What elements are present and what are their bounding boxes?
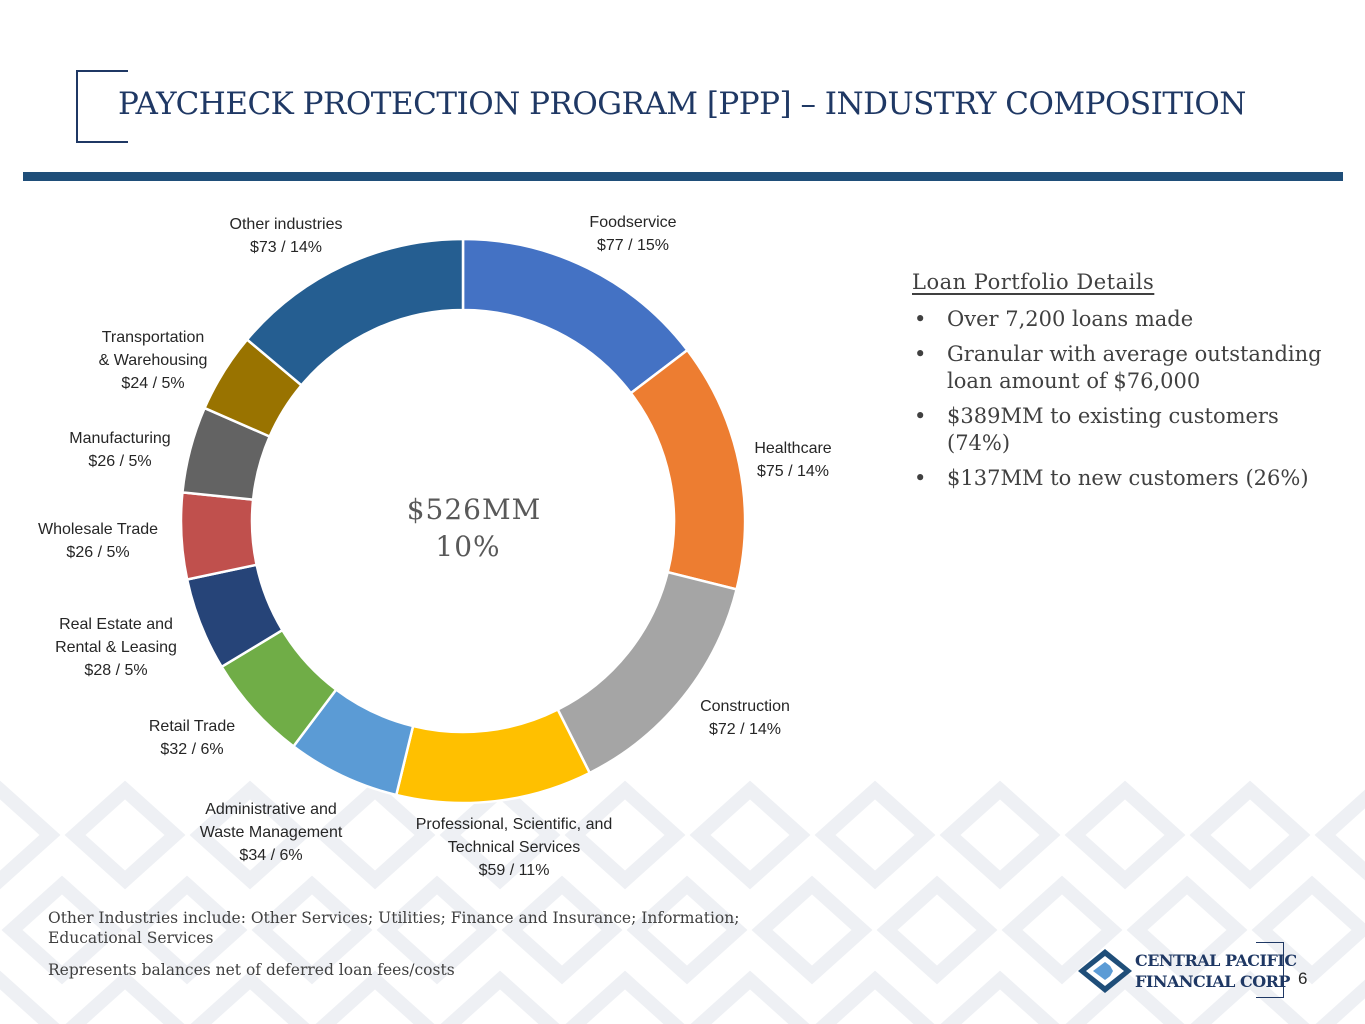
slice-label-2: Healthcare $75 / 14% xyxy=(754,440,831,480)
donut-slice-11 xyxy=(245,237,465,388)
background-diamond-pattern xyxy=(0,780,1365,1024)
loan-portfolio-details: Loan Portfolio Details • Over 7,200 loans… xyxy=(912,270,1332,500)
slice-label-5: Administrative and Waste Management $34 / … xyxy=(200,801,343,864)
details-list: • Over 7,200 loans made • Granular with av… xyxy=(912,306,1332,492)
logo-wordmark: CENTRAL PACIFIC FINANCIAL CORP xyxy=(1135,951,1297,991)
slice-label-3: Construction $72 / 14% xyxy=(700,698,790,738)
slice-label-4: Professional, Scientific, and Technical S… xyxy=(416,816,613,879)
bullet-icon: • xyxy=(914,307,927,331)
details-item: • $389MM to existing customers (74%) xyxy=(914,404,1279,455)
bullet-icon: • xyxy=(914,404,927,428)
slice-label-11: Other industries $73 / 14% xyxy=(230,216,343,256)
footnote-other-industries: Other Industries include: Other Services… xyxy=(48,909,740,947)
slice-label-10: Transportation & Warehousing $24 / 5% xyxy=(99,329,208,392)
title-bracket xyxy=(76,70,128,143)
footnote-balances: Represents balances net of deferred loan… xyxy=(48,961,455,979)
slice-label-8: Wholesale Trade $26 / 5% xyxy=(38,521,158,561)
details-item: • Over 7,200 loans made xyxy=(914,307,1194,331)
donut-slice-4 xyxy=(394,707,592,805)
industry-donut-chart: Foodservice $77 / 15% Healthcare $75 / 14% C… xyxy=(38,214,832,879)
page-title: PAYCHECK PROTECTION PROGRAM [PPP] – INDU… xyxy=(118,86,1246,122)
donut-slice-8 xyxy=(179,491,259,582)
details-item: • $137MM to new customers (26%) xyxy=(914,466,1309,490)
donut-slice-3 xyxy=(556,570,739,775)
page-number-bracket xyxy=(1256,942,1284,998)
details-item: • Granular with average outstanding loan … xyxy=(914,342,1322,393)
slice-label-6: Retail Trade $32 / 6% xyxy=(149,718,235,758)
bullet-icon: • xyxy=(914,466,927,490)
donut-center-percent: 10% xyxy=(435,530,500,563)
slice-label-7: Real Estate and Rental & Leasing $28 / 5% xyxy=(55,616,177,679)
donut-slice-2 xyxy=(629,348,747,591)
details-heading: Loan Portfolio Details xyxy=(912,270,1155,294)
donut-center-total: $526MM xyxy=(407,493,542,526)
page-number: 6 xyxy=(1298,969,1308,988)
slice-label-9: Manufacturing $26 / 5% xyxy=(69,430,170,470)
donut-slice-1 xyxy=(461,237,690,395)
cpf-diamond-logo-icon xyxy=(1078,949,1132,993)
slice-label-1: Foodservice $77 / 15% xyxy=(589,214,676,254)
title-divider xyxy=(23,172,1343,181)
company-logo: CENTRAL PACIFIC FINANCIAL CORP xyxy=(1075,946,1297,996)
bullet-icon: • xyxy=(914,342,927,366)
